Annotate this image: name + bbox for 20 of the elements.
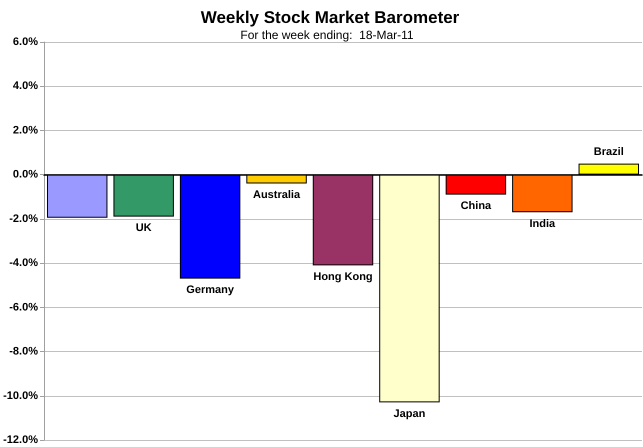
x-tick-label: Japan bbox=[394, 408, 426, 420]
x-tick-label: Hong Kong bbox=[313, 270, 373, 283]
y-tick-label: -6.0% bbox=[9, 301, 38, 314]
y-tick-label: -2.0% bbox=[9, 212, 38, 225]
x-tick-label: UK bbox=[136, 222, 152, 234]
y-tick-label: -12.0% bbox=[3, 434, 38, 446]
y-tick-label: 6.0% bbox=[12, 36, 38, 48]
y-tick-label: -10.0% bbox=[3, 390, 38, 402]
y-tick-label: -8.0% bbox=[9, 346, 38, 358]
x-tick-label: Brazil bbox=[594, 146, 624, 158]
chart-subtitle: For the week ending: 18-Mar-11 bbox=[240, 28, 414, 42]
x-tick-label: Germany bbox=[186, 284, 235, 296]
y-tick-label: 0.0% bbox=[12, 168, 38, 181]
x-tick-label: Australia bbox=[253, 189, 301, 202]
y-tick-label: 2.0% bbox=[12, 124, 38, 136]
x-tick-label: China bbox=[460, 200, 492, 212]
y-tick-label: -4.0% bbox=[9, 257, 38, 270]
x-tick-label: India bbox=[529, 218, 556, 230]
y-tick-label: 4.0% bbox=[12, 80, 38, 92]
chart-title: Weekly Stock Market Barometer bbox=[200, 8, 460, 27]
